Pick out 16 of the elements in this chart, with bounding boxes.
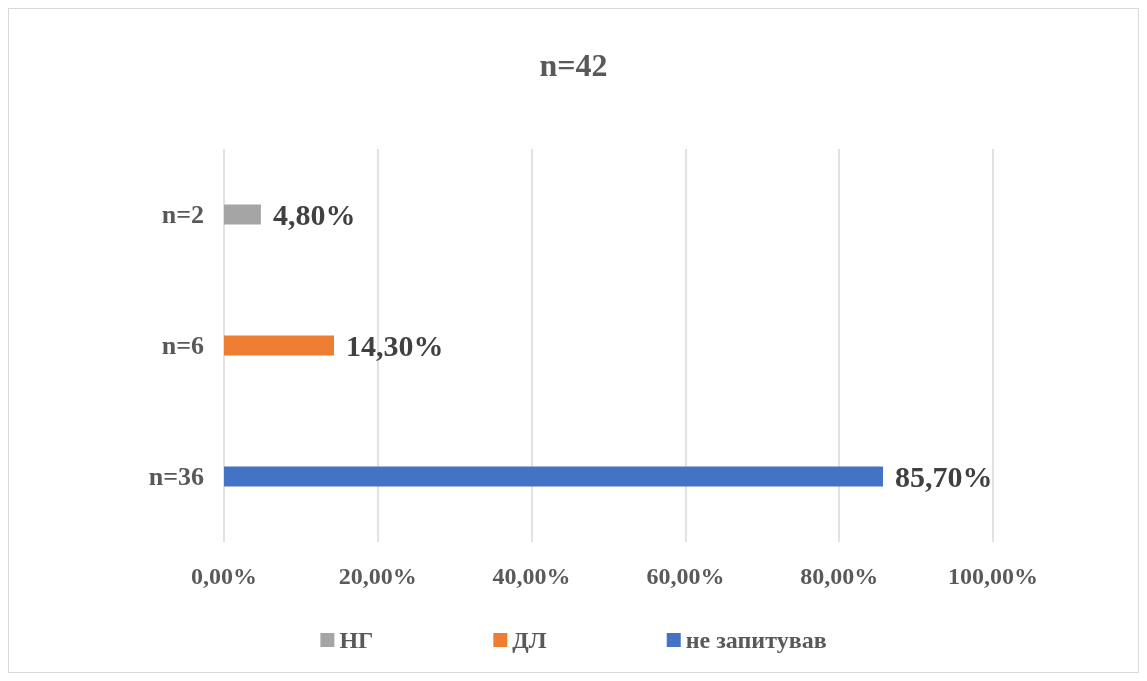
legend-label: НГ	[339, 627, 374, 653]
x-tick-label: 100,00%	[948, 563, 1038, 589]
x-tick-label: 80,00%	[800, 563, 879, 589]
x-tick-label: 20,00%	[338, 563, 417, 589]
data-label: 4,80%	[272, 198, 356, 231]
chart-title: n=42	[539, 47, 608, 83]
x-tick-label: 60,00%	[646, 563, 725, 589]
y-tick-label: n=36	[148, 462, 204, 491]
legend-label: ДЛ	[512, 627, 547, 653]
data-label: 85,70%	[895, 460, 993, 493]
data-label: 14,30%	[345, 329, 444, 362]
x-tick-label: 40,00%	[492, 563, 571, 589]
x-tick-label: 0,00%	[191, 563, 257, 589]
y-tick-label: n=2	[161, 200, 204, 229]
legend-label: не запитував	[685, 627, 827, 653]
y-tick-label: n=6	[161, 331, 204, 360]
